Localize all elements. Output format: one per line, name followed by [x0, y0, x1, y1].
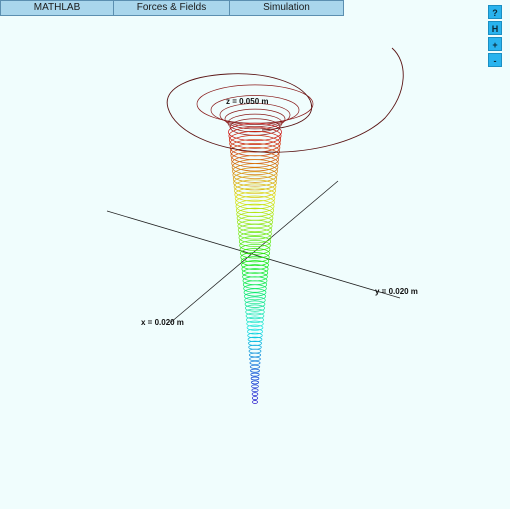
coil-ring: [240, 252, 270, 263]
y-axis-label: y = 0.020 m: [375, 287, 418, 296]
coil-ring: [246, 320, 264, 327]
top-loop-ring: [224, 108, 286, 130]
coil-ring: [228, 130, 282, 149]
coil-ring: [243, 292, 267, 301]
coil-ring: [238, 227, 272, 240]
coil-ring: [249, 356, 261, 362]
coil-ring: [247, 328, 263, 335]
coil-ring: [231, 155, 279, 172]
coil-ring: [233, 175, 277, 191]
coil-ring: [244, 296, 266, 305]
coil-ring: [238, 232, 272, 244]
coil-ring: [228, 122, 282, 142]
coil-ring: [247, 336, 263, 343]
coil-ring: [251, 388, 259, 393]
tab-forces-fields[interactable]: Forces & Fields: [113, 1, 229, 15]
coil-ring: [248, 340, 262, 346]
side-toolbar: ? H + -: [488, 5, 502, 69]
coil-ring: [231, 159, 279, 176]
coil-ring: [248, 352, 262, 358]
coil-ring: [241, 264, 269, 274]
coil-ring: [246, 324, 264, 331]
coil-ring: [247, 332, 263, 339]
coil-ring: [245, 308, 265, 316]
coil-ring: [234, 183, 276, 198]
trajectory-spiral: [196, 84, 314, 404]
top-loop-ring: [227, 113, 283, 133]
coil-ring: [237, 223, 273, 236]
coil-ring: [232, 171, 278, 187]
coil-ring: [240, 256, 270, 267]
coil-ring: [237, 219, 273, 232]
coil-ring: [252, 400, 258, 404]
coil-ring: [250, 376, 260, 381]
coil-ring: [243, 284, 267, 293]
coil-ring: [243, 288, 267, 297]
coil-ring: [235, 199, 275, 213]
coil-ring: [232, 167, 278, 183]
coil-ring: [245, 312, 265, 320]
coil-ring: [246, 316, 264, 324]
coil-ring: [249, 364, 261, 369]
coil-ring: [250, 368, 260, 373]
menu-bar: MATHLAB Forces & Fields Simulation: [0, 0, 344, 16]
coil-ring: [250, 380, 260, 385]
coil-ring: [241, 268, 269, 278]
coil-ring: [239, 244, 271, 255]
help-button[interactable]: ?: [488, 5, 502, 19]
top-loop-ring: [219, 103, 291, 127]
axes-group: [106, 180, 401, 324]
coil-ring: [249, 360, 261, 365]
coil-ring: [248, 348, 262, 354]
coil-ring: [239, 240, 271, 251]
coil-ring: [237, 215, 273, 229]
coil-ring: [244, 300, 266, 308]
coil-ring: [250, 372, 260, 377]
z-axis-label: z = 0.050 m: [226, 97, 268, 106]
coil-ring: [240, 248, 270, 259]
coil-ring: [241, 260, 269, 270]
home-button[interactable]: H: [488, 21, 502, 35]
top-loop-ring: [210, 95, 300, 125]
coil-ring: [245, 304, 265, 312]
coil-ring: [238, 236, 272, 248]
coil-ring: [228, 126, 282, 145]
x-axis-line: [169, 180, 339, 324]
coil-ring: [233, 179, 277, 195]
coil-ring: [234, 191, 276, 206]
outer-trajectory-path: [166, 47, 404, 153]
tab-simulation[interactable]: Simulation: [229, 1, 343, 15]
coil-ring: [235, 195, 275, 210]
coil-ring: [251, 384, 259, 389]
coil-ring: [251, 396, 259, 400]
tab-mathlab[interactable]: MATHLAB: [0, 1, 113, 15]
coil-ring: [232, 163, 278, 179]
coil-ring: [251, 392, 259, 397]
zoom-out-button[interactable]: -: [488, 53, 502, 67]
coil-ring: [229, 135, 281, 153]
coil-ring: [234, 187, 276, 202]
zoom-in-button[interactable]: +: [488, 37, 502, 51]
x-axis-label: x = 0.020 m: [141, 318, 184, 327]
